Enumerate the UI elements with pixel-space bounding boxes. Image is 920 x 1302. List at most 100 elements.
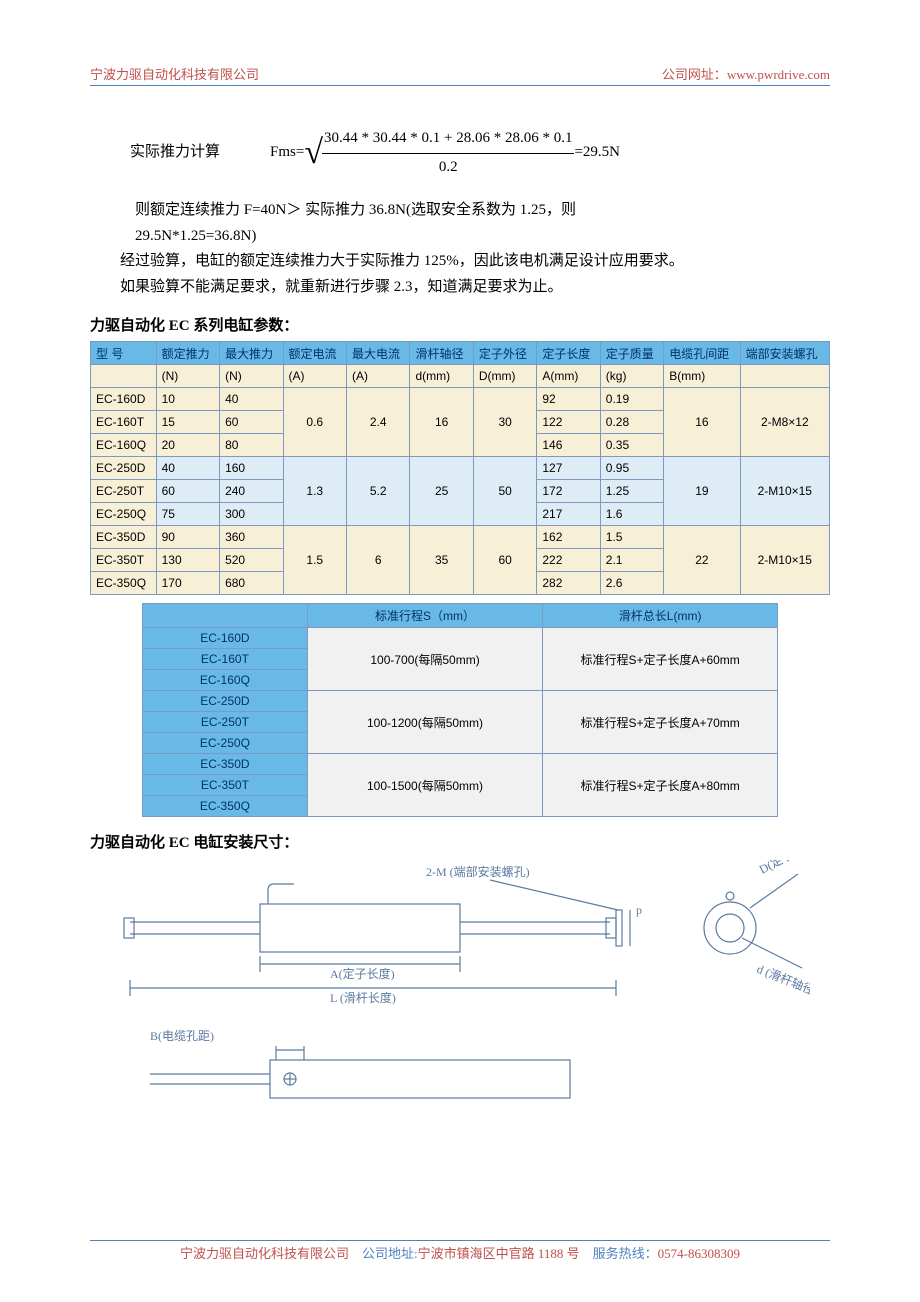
section-title-dim: 力驱自动化 EC 电缸安装尺寸： xyxy=(90,831,830,852)
th-kg: 定子质量 xyxy=(600,342,663,365)
u2: (N) xyxy=(220,365,283,388)
footer-addr: 宁波市镇海区中官路 1188 号 xyxy=(418,1246,580,1261)
th-D: 定子外径 xyxy=(473,342,536,365)
cell: EC-350Q xyxy=(91,572,157,595)
cell: 60 xyxy=(220,411,283,434)
cell: 90 xyxy=(156,526,219,549)
cell: 520 xyxy=(220,549,283,572)
cell: EC-250Q xyxy=(91,503,157,526)
stroke-table-header: 标准行程S（mm） 滑杆总长L(mm) xyxy=(142,604,777,628)
u5: d(mm) xyxy=(410,365,473,388)
cell: 2.6 xyxy=(600,572,663,595)
table-row: EC-350D100-1500(每隔50mm)标准行程S+定子长度A+80mm xyxy=(142,754,777,775)
cell: EC-160D xyxy=(142,628,307,649)
stroke-table: 标准行程S（mm） 滑杆总长L(mm) EC-160D100-700(每隔50m… xyxy=(142,603,778,817)
cell: 1.25 xyxy=(600,480,663,503)
th-A: 定子长度 xyxy=(537,342,600,365)
cell: 25 xyxy=(410,457,473,526)
cell: 20 xyxy=(156,434,219,457)
cell: 282 xyxy=(537,572,600,595)
cell: 217 xyxy=(537,503,600,526)
cell: 122 xyxy=(537,411,600,434)
formula-denominator: 0.2 xyxy=(322,154,574,181)
cell: EC-250T xyxy=(91,480,157,503)
cell: 160 xyxy=(220,457,283,480)
cell: EC-250T xyxy=(142,712,307,733)
cell: 2-M10×15 xyxy=(740,457,829,526)
cell: EC-350Q xyxy=(142,796,307,817)
cell: 0.35 xyxy=(600,434,663,457)
formula-rhs: =29.5N xyxy=(574,140,620,166)
u4: (A) xyxy=(346,365,409,388)
th-rf: 额定推力 xyxy=(156,342,219,365)
th-B: 电缆孔间距 xyxy=(664,342,740,365)
cell: 22 xyxy=(664,526,740,595)
cell: 60 xyxy=(156,480,219,503)
formula-lhs: Fms= xyxy=(270,140,304,166)
site-url[interactable]: www.pwrdrive.com xyxy=(727,67,830,82)
cell: 92 xyxy=(537,388,600,411)
cell: 2-M10×15 xyxy=(740,526,829,595)
cell: 35 xyxy=(410,526,473,595)
cell: 40 xyxy=(220,388,283,411)
t2h0 xyxy=(142,604,307,628)
table-row: EC-250D100-1200(每隔50mm)标准行程S+定子长度A+70mm xyxy=(142,691,777,712)
cell: 1.5 xyxy=(283,526,346,595)
cell: 360 xyxy=(220,526,283,549)
cell: 0.6 xyxy=(283,388,346,457)
cell: EC-160Q xyxy=(142,670,307,691)
formula-row: 实际推力计算 Fms= √ 30.44 * 30.44 * 0.1 + 28.0… xyxy=(90,126,830,180)
cell: EC-250Q xyxy=(142,733,307,754)
label-p: p xyxy=(636,903,642,917)
cell: 16 xyxy=(664,388,740,457)
table-row: EC-160D10400.62.41630920.19162-M8×12 xyxy=(91,388,830,411)
cell: EC-250D xyxy=(91,457,157,480)
cell: 1.6 xyxy=(600,503,663,526)
spec-table: 型 号 额定推力 最大推力 额定电流 最大电流 滑杆轴径 定子外径 定子长度 定… xyxy=(90,341,830,595)
page-footer: 宁波力驱自动化科技有限公司 公司地址:宁波市镇海区中官路 1188 号 服务热线… xyxy=(90,1240,830,1262)
cell: 1.3 xyxy=(283,457,346,526)
section-title-spec: 力驱自动化 EC 系列电缸参数： xyxy=(90,314,830,335)
table-row: EC-350D903601.5635601621.5222-M10×15 xyxy=(91,526,830,549)
cell: 130 xyxy=(156,549,219,572)
cell: 50 xyxy=(473,457,536,526)
cell: EC-350T xyxy=(142,775,307,796)
cell: EC-160Q xyxy=(91,434,157,457)
cell: 240 xyxy=(220,480,283,503)
label-Dcap: D(定子外径) xyxy=(756,860,810,877)
u1: (N) xyxy=(156,365,219,388)
th-ri: 额定电流 xyxy=(283,342,346,365)
install-diagram: 2-M (端部安装螺孔) p A(定子长度) L (滑杆长度) xyxy=(90,860,830,1125)
cell: 0.28 xyxy=(600,411,663,434)
u0 xyxy=(91,365,157,388)
th-hole: 端部安装螺孔 xyxy=(740,342,829,365)
cell: 100-700(每隔50mm) xyxy=(307,628,542,691)
cell: 162 xyxy=(537,526,600,549)
cell: 300 xyxy=(220,503,283,526)
t2h2: 滑杆总长L(mm) xyxy=(543,604,778,628)
footer-addr-label: 公司地址: xyxy=(362,1246,418,1261)
u6: D(mm) xyxy=(473,365,536,388)
cell: 2-M8×12 xyxy=(740,388,829,457)
footer-hotline-label: 服务热线： xyxy=(593,1246,658,1261)
para-2: 经过验算，电缸的额定连续推力大于实际推力 125%，因此该电机满足设计应用要求。 xyxy=(90,249,830,275)
cell: EC-160D xyxy=(91,388,157,411)
para-1a: 则额定连续推力 F=40N＞ 实际推力 36.8N(选取安全系数为 1.25，则 xyxy=(90,198,830,224)
footer-company: 宁波力驱自动化科技有限公司 xyxy=(180,1246,349,1261)
cell: 0.95 xyxy=(600,457,663,480)
cell: 标准行程S+定子长度A+60mm xyxy=(543,628,778,691)
cell: 80 xyxy=(220,434,283,457)
sqrt-icon: √ xyxy=(304,136,323,170)
cell: 2.4 xyxy=(346,388,409,457)
header-company: 宁波力驱自动化科技有限公司 xyxy=(90,64,259,83)
cell: 100-1500(每隔50mm) xyxy=(307,754,542,817)
cell: 19 xyxy=(664,457,740,526)
label-b: B(电缆孔距) xyxy=(150,1029,214,1043)
cell: 16 xyxy=(410,388,473,457)
cell: 680 xyxy=(220,572,283,595)
formula-label: 实际推力计算 xyxy=(130,140,220,166)
cell: 100-1200(每隔50mm) xyxy=(307,691,542,754)
cell: EC-250D xyxy=(142,691,307,712)
cell: 40 xyxy=(156,457,219,480)
cell: 222 xyxy=(537,549,600,572)
